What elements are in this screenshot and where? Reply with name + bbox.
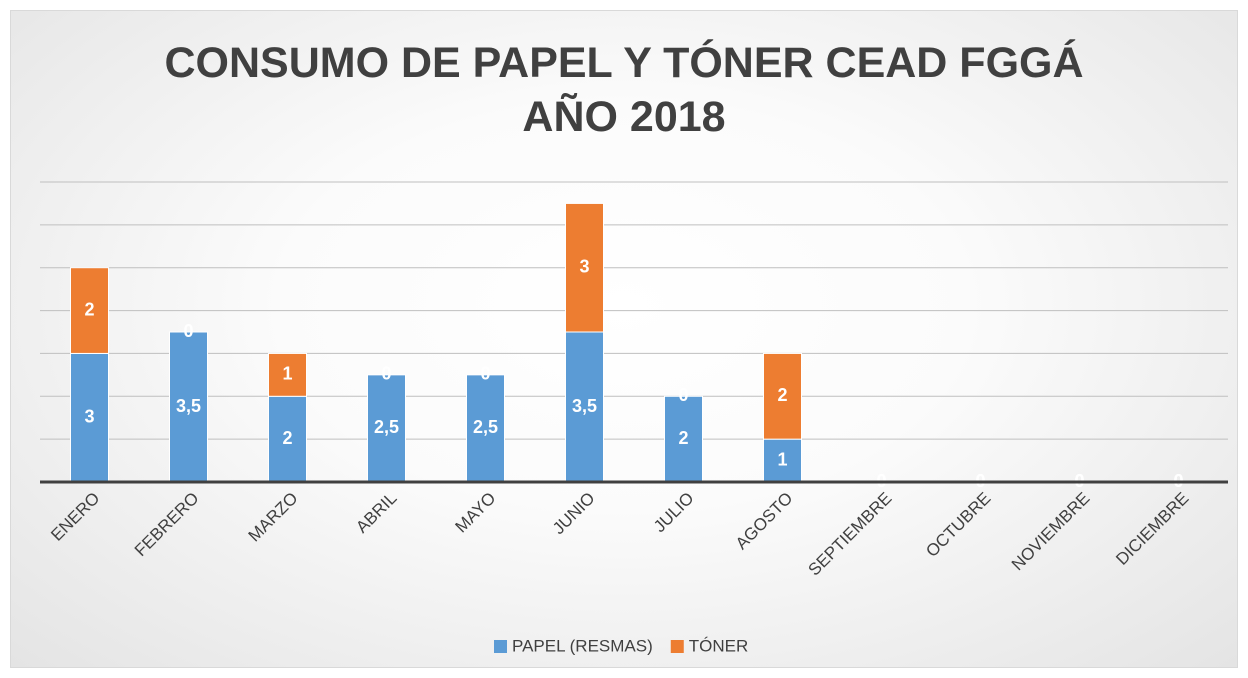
bar-segment <box>466 374 505 483</box>
x-tick-label: JUNIO <box>549 489 598 538</box>
bar-segment <box>268 352 307 397</box>
bar-segment <box>763 438 802 483</box>
data-label: 0 <box>480 364 490 384</box>
x-tick-label: ABRIL <box>352 489 400 537</box>
legend-swatch <box>494 640 507 653</box>
x-tick-label: OCTUBRE <box>922 489 994 561</box>
data-label: 3,5 <box>176 396 201 416</box>
bar-segment <box>763 352 802 440</box>
bar-segment <box>664 395 703 483</box>
bar-segment <box>169 331 208 483</box>
data-label: 0 <box>381 364 391 384</box>
chart-area <box>10 10 1238 668</box>
x-tick-label: FEBRERO <box>131 489 203 561</box>
x-tick-label: JULIO <box>650 489 698 537</box>
bar-segment <box>70 267 109 354</box>
bar-segment <box>268 395 307 483</box>
data-label: 3 <box>579 256 589 276</box>
data-label: 2 <box>282 428 292 448</box>
legend-label: TÓNER <box>689 636 749 655</box>
legend-swatch <box>670 640 684 653</box>
x-tick-label: DICIEMBRE <box>1112 489 1192 569</box>
data-label: 2 <box>777 385 787 405</box>
data-label: 2,5 <box>473 417 498 437</box>
data-label: 0 <box>678 385 688 405</box>
x-tick-label: NOVIEMBRE <box>1008 489 1094 575</box>
data-label: 3 <box>84 406 94 426</box>
data-label: 2,5 <box>374 417 399 437</box>
bar-segment <box>70 352 109 483</box>
chart-title: CONSUMO DE PAPEL Y TÓNER CEAD FGGÁ AÑO 2… <box>164 39 1084 141</box>
x-tick-label: MAYO <box>452 489 500 537</box>
x-tick-label: ENERO <box>47 489 103 545</box>
data-label: 0 <box>183 321 193 341</box>
data-label: 2 <box>678 428 688 448</box>
data-label: 1 <box>777 449 787 469</box>
data-label: 2 <box>84 299 94 319</box>
data-label: 1 <box>282 364 292 384</box>
x-tick-label: MARZO <box>245 489 302 546</box>
bar-segment <box>565 331 604 483</box>
data-label: 3,5 <box>572 396 597 416</box>
bar-segment <box>565 202 604 333</box>
x-tick-label: AGOSTO <box>732 489 797 554</box>
bar-segment <box>367 374 406 483</box>
legend-label: PAPEL (RESMAS) <box>512 636 653 655</box>
x-tick-label: SEPTIEMBRE <box>805 489 896 580</box>
